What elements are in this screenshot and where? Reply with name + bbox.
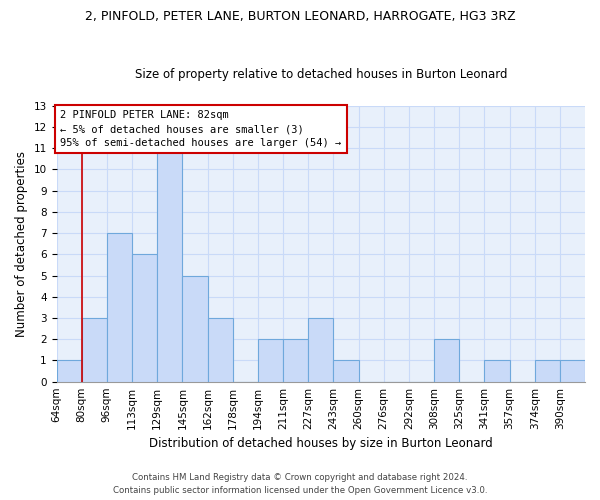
Text: 2, PINFOLD, PETER LANE, BURTON LEONARD, HARROGATE, HG3 3RZ: 2, PINFOLD, PETER LANE, BURTON LEONARD, …: [85, 10, 515, 23]
Bar: [132, 254, 157, 382]
Bar: [56, 360, 82, 382]
Bar: [157, 148, 182, 382]
Bar: [334, 360, 359, 382]
X-axis label: Distribution of detached houses by size in Burton Leonard: Distribution of detached houses by size …: [149, 437, 493, 450]
Bar: [434, 339, 459, 382]
Bar: [258, 339, 283, 382]
Bar: [484, 360, 509, 382]
Bar: [107, 233, 132, 382]
Bar: [308, 318, 334, 382]
Bar: [535, 360, 560, 382]
Title: Size of property relative to detached houses in Burton Leonard: Size of property relative to detached ho…: [134, 68, 507, 81]
Bar: [82, 318, 107, 382]
Text: 2 PINFOLD PETER LANE: 82sqm
← 5% of detached houses are smaller (3)
95% of semi-: 2 PINFOLD PETER LANE: 82sqm ← 5% of deta…: [61, 110, 341, 148]
Bar: [182, 276, 208, 382]
Bar: [283, 339, 308, 382]
Y-axis label: Number of detached properties: Number of detached properties: [15, 150, 28, 336]
Text: Contains HM Land Registry data © Crown copyright and database right 2024.
Contai: Contains HM Land Registry data © Crown c…: [113, 473, 487, 495]
Bar: [208, 318, 233, 382]
Bar: [560, 360, 585, 382]
